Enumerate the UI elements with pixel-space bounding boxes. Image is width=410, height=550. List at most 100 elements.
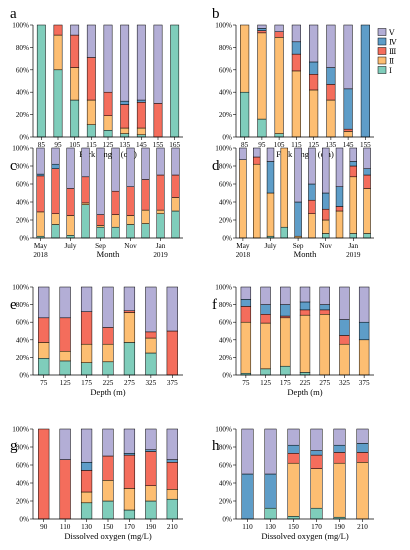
bar-e-5-I — [123, 342, 136, 376]
y-tick-label: 40% — [219, 89, 232, 97]
bar-b-2-II — [257, 32, 267, 120]
panel-g: g 0% 20% 40% 60% 80% 100% 90 110 130 150 170 190 210 D… — [10, 426, 183, 541]
y-tick-label: 60% — [219, 66, 232, 74]
bar-d-7-III — [322, 208, 330, 221]
bar-g-6-III — [145, 451, 157, 486]
y-tick-label: 20% — [16, 111, 29, 119]
bar-g-7-V — [166, 428, 178, 460]
x-axis-title: Depth (m) — [90, 387, 125, 397]
legend-label-III: Ⅲ — [389, 47, 396, 56]
bar-c-7-II — [126, 215, 135, 225]
bar-f-5-II — [319, 314, 330, 376]
x-axis-title: Month — [97, 249, 120, 259]
bar-e-4-II — [102, 343, 114, 363]
bar-a-7-III — [136, 102, 146, 129]
bar-h-4-II — [310, 468, 323, 509]
y-tick-label: 80% — [16, 163, 29, 171]
panel-b: b 0% 20% 40% 60% 80% 100% 85 95 105 115 125 135 145 15… — [212, 6, 374, 159]
bar-d-10-I — [363, 233, 371, 239]
bar-c-3-III — [66, 188, 75, 216]
legend-swatch-V — [377, 28, 387, 36]
bar-d-10-V — [363, 147, 371, 169]
x-tick-label: 155 — [360, 141, 371, 149]
bar-c-7-I — [126, 224, 135, 239]
y-tick-label: 100% — [215, 22, 232, 30]
panel-letter: c — [10, 158, 17, 174]
bar-a-6-II — [120, 127, 130, 134]
y-tick-label: 40% — [16, 89, 29, 97]
x-tick-label: 95 — [258, 141, 266, 149]
y-tick-label: 40% — [219, 480, 232, 488]
bar-c-1-II — [36, 211, 45, 237]
bar-b-6-V — [326, 24, 336, 68]
bar-d-5-V — [294, 147, 302, 203]
bar-a-7-II — [136, 127, 146, 136]
bar-e-2-II — [59, 350, 71, 362]
y-tick-label: 100% — [12, 284, 29, 292]
bar-e-3-III — [80, 311, 93, 345]
bar-b-8-IV — [360, 24, 370, 138]
legend-label-IV: Ⅳ — [389, 37, 397, 46]
bar-b-1-I — [240, 91, 250, 138]
bar-b-7-V — [343, 24, 353, 90]
bar-a-5-II — [103, 115, 113, 131]
panel-letter: b — [212, 6, 220, 22]
bar-h-6-III — [356, 452, 369, 463]
bar-c-7-V — [126, 147, 135, 187]
bar-g-3-V — [80, 428, 93, 463]
bar-e-1-III — [38, 317, 50, 343]
x-tick-label: 190 — [334, 523, 345, 531]
x-tick-label: 175 — [81, 379, 92, 387]
bar-c-5-I — [96, 226, 105, 239]
y-tick-label: 20% — [219, 498, 232, 506]
x-tick-label: 105 — [274, 141, 285, 149]
x-tick-label: July — [265, 242, 277, 250]
bar-e-5-II — [123, 312, 136, 343]
bar-g-7-IV — [166, 459, 178, 463]
bar-d-6-III — [308, 199, 316, 214]
panel-h: h 0% 20% 40% 60% 80% 100% 110 130 150 170 190 210 Dis… — [212, 426, 374, 541]
bar-d-8-V — [335, 147, 344, 187]
panel-c: c 0% 20% 40% 60% 80% 100% May July Sep Nov Jan 2018 2… — [10, 145, 183, 259]
bar-e-6-II — [145, 337, 157, 354]
y-tick-label: 80% — [219, 163, 232, 171]
bar-c-4-II — [81, 202, 90, 205]
bar-b-2-IV — [257, 28, 267, 31]
bar-b-3-I — [274, 133, 284, 138]
bar-d-3-II — [266, 192, 275, 237]
bar-c-2-I — [51, 224, 60, 239]
bar-g-5-III — [123, 454, 136, 489]
bar-c-5-III — [96, 214, 105, 226]
y-tick-label: 0% — [19, 372, 29, 380]
bar-e-6-V — [145, 286, 157, 333]
bar-d-2-II — [253, 163, 261, 239]
bar-c-8-III — [141, 179, 150, 211]
bar-d-10-II — [363, 188, 371, 234]
x-tick-label: 165 — [169, 141, 180, 149]
bar-d-3-IV — [266, 161, 275, 194]
x-tick-label: 130 — [265, 523, 276, 531]
bar-f-6-IV — [339, 319, 350, 336]
x-tick-label: 225 — [103, 379, 114, 387]
bar-g-5-I — [123, 509, 136, 520]
x-tick-label: Jan — [349, 242, 359, 250]
bar-c-5-V — [96, 147, 105, 215]
y-tick-label: 100% — [12, 145, 29, 153]
y-tick-label: 80% — [219, 301, 232, 309]
x-tick-label: 110 — [242, 523, 253, 531]
bar-c-8-V — [141, 147, 150, 180]
x-tick-label: 75 — [40, 379, 48, 387]
bar-f-3-III — [280, 315, 291, 319]
bar-d-9-III — [349, 165, 358, 178]
x-tick-label: 210 — [167, 523, 178, 531]
bar-d-1-V — [239, 147, 247, 160]
bar-g-3-IV — [80, 462, 93, 471]
bar-f-1-IV — [240, 299, 252, 307]
bar-c-5-II — [96, 225, 105, 228]
bar-d-4-I — [280, 226, 289, 239]
legend-swatch-IV — [377, 37, 387, 46]
x-tick-label: 325 — [145, 379, 156, 387]
y-tick-label: 0% — [19, 134, 29, 142]
bar-a-6-IV — [120, 100, 130, 105]
